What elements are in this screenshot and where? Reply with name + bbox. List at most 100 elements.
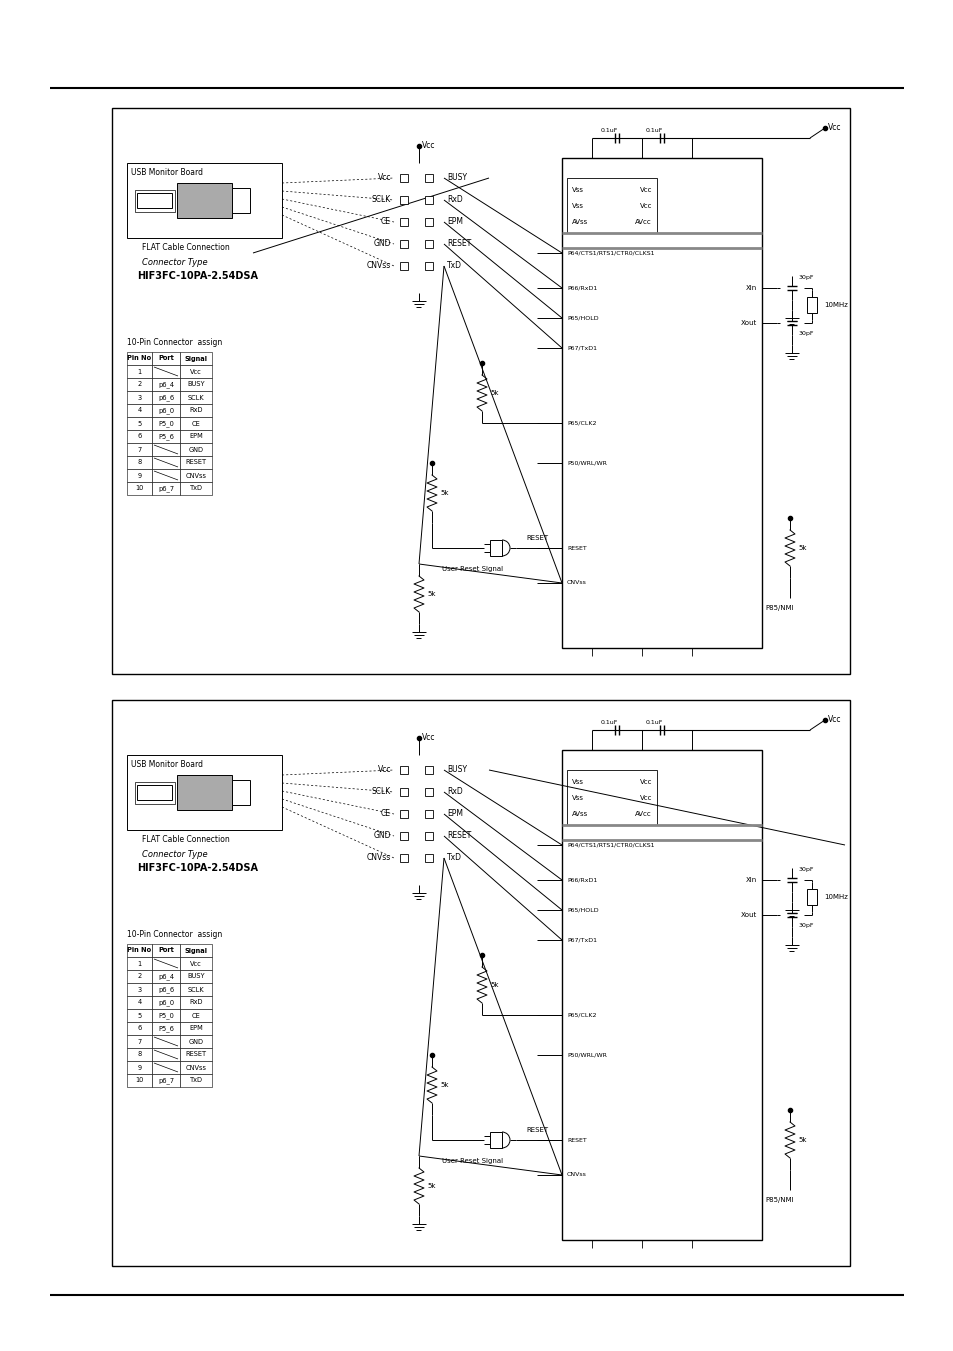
Text: GND: GND [374, 239, 391, 249]
Text: TxD: TxD [447, 854, 461, 862]
Text: 1: 1 [137, 961, 141, 966]
Text: P65/CLK2: P65/CLK2 [566, 1012, 596, 1017]
Text: P50/WRL/WR: P50/WRL/WR [566, 461, 606, 466]
Text: p6_7: p6_7 [158, 1077, 173, 1084]
Text: 10: 10 [135, 485, 144, 492]
Text: SCLK: SCLK [372, 788, 391, 797]
Text: RESET: RESET [525, 1127, 547, 1133]
Bar [127, 970, 152, 984]
Bar [180, 443, 212, 457]
Bar [137, 785, 172, 800]
Text: Vcc: Vcc [190, 369, 202, 374]
Bar [127, 365, 152, 378]
Bar [177, 775, 232, 811]
Bar [180, 1061, 212, 1074]
Text: Vcc: Vcc [421, 142, 435, 150]
Bar [180, 984, 212, 996]
Bar [566, 178, 657, 232]
Text: User Reset Signal: User Reset Signal [441, 1158, 502, 1165]
Bar [127, 353, 152, 365]
Bar [127, 378, 152, 390]
Bar [180, 1021, 212, 1035]
Bar [180, 996, 212, 1009]
Text: 0.1uF: 0.1uF [599, 127, 617, 132]
Text: RxD: RxD [447, 788, 462, 797]
Text: p6_4: p6_4 [158, 973, 173, 979]
Text: 5: 5 [137, 420, 141, 427]
Bar [112, 108, 849, 674]
Bar [152, 944, 180, 957]
Text: Vcc: Vcc [639, 186, 651, 193]
Text: EPM: EPM [447, 809, 462, 819]
Bar [127, 984, 152, 996]
Text: Xin: Xin [745, 877, 757, 884]
Text: P64/CTS1/RTS1/CTR0/CLKS1: P64/CTS1/RTS1/CTR0/CLKS1 [566, 250, 654, 255]
Text: RESET: RESET [185, 459, 207, 466]
Text: SCLK: SCLK [188, 986, 204, 993]
Bar [806, 889, 816, 905]
Text: RESET: RESET [185, 1051, 207, 1058]
Bar [177, 182, 232, 218]
Text: CNVss: CNVss [185, 473, 206, 478]
Text: Vcc: Vcc [377, 766, 391, 774]
Bar [180, 430, 212, 443]
Text: TxD: TxD [447, 262, 461, 270]
Text: TxD: TxD [190, 485, 202, 492]
Text: AVss: AVss [572, 811, 588, 817]
Bar [152, 390, 180, 404]
Text: 5k: 5k [490, 390, 498, 396]
Text: P64/CTS1/RTS1/CTR0/CLKS1: P64/CTS1/RTS1/CTR0/CLKS1 [566, 843, 654, 847]
Text: Vcc: Vcc [421, 734, 435, 743]
Bar [127, 163, 282, 238]
Bar [127, 1048, 152, 1061]
Text: Vcc: Vcc [639, 203, 651, 209]
Text: HIF3FC-10PA-2.54DSA: HIF3FC-10PA-2.54DSA [137, 272, 257, 281]
Text: CNVss: CNVss [566, 581, 586, 585]
Bar [152, 417, 180, 430]
Bar [127, 457, 152, 469]
Text: 0.1uF: 0.1uF [644, 127, 662, 132]
Bar [180, 353, 212, 365]
Bar [180, 957, 212, 970]
Text: RESET: RESET [525, 535, 547, 540]
Text: P85/NMI: P85/NMI [764, 1197, 793, 1202]
Text: BUSY: BUSY [447, 173, 467, 182]
Text: 3: 3 [137, 394, 141, 400]
Bar [152, 984, 180, 996]
Text: CE: CE [380, 218, 391, 227]
Text: BUSY: BUSY [447, 766, 467, 774]
Bar [232, 188, 250, 213]
Bar [152, 378, 180, 390]
Text: 5k: 5k [427, 590, 435, 597]
Bar [490, 1132, 501, 1148]
Text: P65/CLK2: P65/CLK2 [566, 420, 596, 426]
Text: p6_7: p6_7 [158, 485, 173, 492]
Text: Vcc: Vcc [190, 961, 202, 966]
Bar [137, 193, 172, 208]
Text: P5_0: P5_0 [158, 1012, 173, 1019]
Text: p6_6: p6_6 [158, 394, 173, 401]
Bar [180, 1035, 212, 1048]
Text: 5k: 5k [439, 1082, 448, 1088]
Text: 5k: 5k [427, 1183, 435, 1189]
Bar [152, 443, 180, 457]
Text: 30pF: 30pF [799, 867, 814, 873]
Text: Xin: Xin [745, 285, 757, 290]
Text: RxD: RxD [189, 1000, 203, 1005]
Text: CNVss: CNVss [366, 854, 391, 862]
Bar [152, 1021, 180, 1035]
Bar [127, 404, 152, 417]
Text: Pin No: Pin No [128, 355, 152, 362]
Text: 4: 4 [137, 1000, 141, 1005]
Bar [127, 417, 152, 430]
Text: Vcc: Vcc [827, 123, 841, 132]
Text: RESET: RESET [566, 1138, 586, 1143]
Text: P50/WRL/WR: P50/WRL/WR [566, 1052, 606, 1058]
Text: CNVss: CNVss [566, 1173, 586, 1178]
Bar [180, 970, 212, 984]
Bar [152, 1074, 180, 1088]
Bar [127, 390, 152, 404]
Text: RESET: RESET [447, 831, 471, 840]
Text: Vcc: Vcc [639, 780, 651, 785]
Text: 10MHz: 10MHz [823, 303, 847, 308]
